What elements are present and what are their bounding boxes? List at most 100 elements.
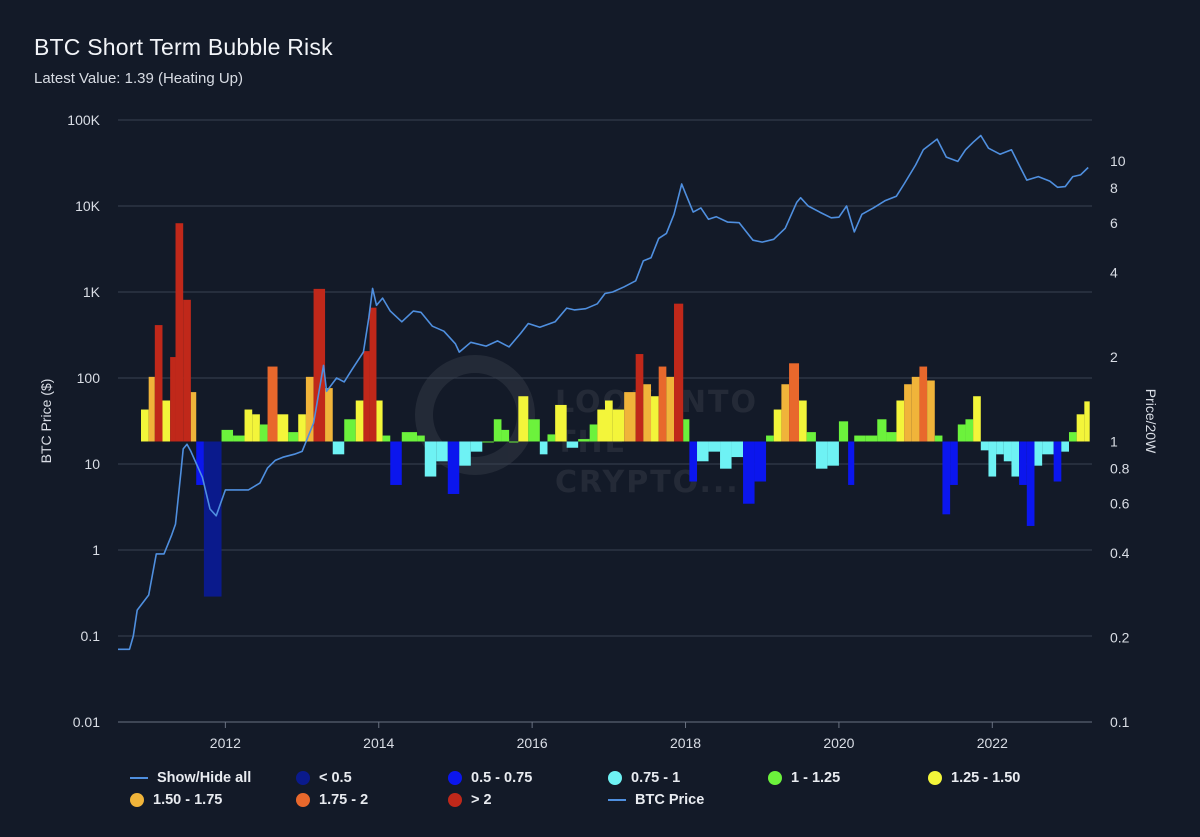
legend-label: < 0.5: [319, 770, 352, 786]
ratio-bar: [605, 400, 613, 442]
y-left-axis-title: BTC Price ($): [38, 379, 54, 464]
legend-item[interactable]: > 2: [448, 790, 492, 810]
ratio-bar: [754, 441, 767, 482]
legend-label: BTC Price: [635, 792, 705, 808]
ratio-bar: [689, 441, 698, 482]
ratio-bar: [720, 441, 732, 469]
ratio-bar: [509, 441, 519, 443]
legend-label: > 2: [471, 792, 492, 808]
ratio-bar: [1068, 432, 1077, 442]
ratio-bar: [904, 384, 912, 442]
ratio-bar: [539, 441, 548, 455]
y-left-tick-label: 0.1: [81, 628, 101, 644]
ratio-bar: [973, 396, 981, 442]
legend-dot-icon: [296, 793, 310, 807]
ratio-bar: [382, 435, 391, 442]
ratio-bar: [697, 441, 709, 462]
ratio-bar: [965, 419, 974, 442]
ratio-bar: [919, 366, 928, 442]
legend-label: 0.5 - 0.75: [471, 770, 533, 786]
ratio-bar: [799, 400, 807, 442]
y-right-tick-label: 0.2: [1110, 630, 1130, 646]
legend-item[interactable]: 0.5 - 0.75: [448, 768, 532, 788]
ratio-bar: [708, 441, 721, 452]
ratio-bar: [459, 441, 471, 466]
btc-price-line: [118, 134, 1089, 651]
ratio-bar: [221, 429, 234, 442]
ratio-bar: [175, 223, 184, 442]
legend-dot-icon: [130, 793, 144, 807]
ratio-bar: [170, 357, 176, 442]
legend-item[interactable]: 1.25 - 1.50: [928, 768, 1020, 788]
ratio-bar: [363, 351, 370, 442]
ratio-bar: [988, 441, 997, 477]
legend-item[interactable]: Show/Hide all: [130, 768, 251, 788]
ratio-bar: [470, 441, 483, 452]
y-right-tick-label: 6: [1110, 215, 1118, 231]
ratio-bar: [934, 435, 943, 442]
y-left-tick-label: 10K: [75, 198, 101, 214]
ratio-bar: [325, 388, 333, 442]
legend-dot-icon: [448, 793, 462, 807]
ratio-bar: [877, 419, 887, 442]
ratio-bar: [1076, 414, 1085, 442]
ratio-bar: [1061, 441, 1069, 452]
ratio-bar: [1019, 441, 1027, 485]
ratio-bar: [683, 419, 690, 442]
ratio-bar: [566, 441, 579, 448]
legend-dot-icon: [928, 771, 942, 785]
ratio-bar: [313, 288, 326, 442]
ratio-bar: [244, 409, 253, 442]
ratio-bar: [288, 432, 299, 442]
ratio-bar: [528, 419, 540, 442]
ratio-bar: [447, 441, 460, 494]
y-right-tick-label: 0.4: [1110, 545, 1130, 561]
legend-item[interactable]: < 0.5: [296, 768, 352, 788]
legend-item[interactable]: 1.75 - 2: [296, 790, 368, 810]
x-tick-label: 2016: [517, 735, 548, 751]
ratio-bar: [305, 376, 314, 442]
legend-dot-icon: [296, 771, 310, 785]
ratio-bar: [547, 434, 556, 442]
y-right-tick-label: 0.1: [1110, 714, 1130, 730]
ratio-bar: [848, 441, 855, 485]
legend-item[interactable]: 1.50 - 1.75: [130, 790, 222, 810]
ratio-bar: [1084, 401, 1090, 442]
legend-item[interactable]: 0.75 - 1: [608, 768, 680, 788]
ratio-bar: [1042, 441, 1054, 455]
x-tick-label: 2018: [670, 735, 701, 751]
x-tick-label: 2022: [977, 735, 1008, 751]
ratio-bar: [927, 380, 935, 442]
ratio-bar: [612, 409, 625, 442]
ratio-bar: [332, 441, 345, 455]
x-tick-label: 2020: [823, 735, 854, 751]
ratio-bar: [162, 400, 171, 442]
legend-item[interactable]: 1 - 1.25: [768, 768, 840, 788]
legend-item[interactable]: BTC Price: [608, 790, 704, 810]
ratio-bar: [1011, 441, 1020, 477]
ratio-bar: [838, 421, 849, 442]
ratio-bar: [401, 432, 418, 442]
ratio-bar: [355, 400, 364, 442]
ratio-bar: [148, 376, 155, 442]
ratio-bar: [942, 441, 951, 515]
ratio-bar: [666, 376, 675, 442]
y-right-tick-label: 10: [1110, 153, 1126, 169]
ratio-bar: [277, 414, 289, 442]
y-right-tick-label: 4: [1110, 265, 1118, 281]
ratio-bar: [743, 441, 755, 504]
ratio-bar: [196, 441, 204, 485]
ratio-bar: [1003, 441, 1012, 462]
ratio-bar: [203, 441, 222, 597]
legend-dot-icon: [608, 771, 622, 785]
y-left-tick-label: 100: [77, 370, 101, 386]
y-right-axis-title: Price/20W: [1143, 389, 1159, 454]
ratio-bar: [865, 435, 878, 442]
ratio-bar: [589, 424, 598, 442]
ratio-bar: [252, 414, 260, 442]
ratio-bar: [424, 441, 437, 477]
ratio-bar: [827, 441, 839, 466]
ratio-bar: [190, 392, 197, 442]
ratio-bar: [154, 325, 163, 442]
